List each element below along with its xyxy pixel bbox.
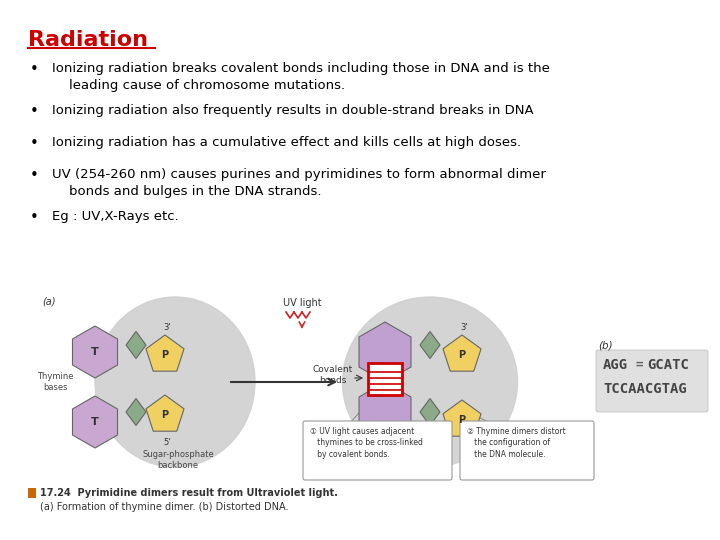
Text: =: = <box>635 358 642 371</box>
Text: (a): (a) <box>42 297 55 307</box>
Text: Ionizing radiation breaks covalent bonds including those in DNA and is the
    l: Ionizing radiation breaks covalent bonds… <box>52 62 550 91</box>
Text: Ionizing radiation has a cumulative effect and kills cells at high doses.: Ionizing radiation has a cumulative effe… <box>52 136 521 149</box>
Text: P: P <box>459 350 466 360</box>
Polygon shape <box>126 332 146 359</box>
Polygon shape <box>420 332 440 359</box>
Text: UV (254-260 nm) causes purines and pyrimidines to form abnormal dimer
    bonds : UV (254-260 nm) causes purines and pyrim… <box>52 168 546 198</box>
Text: 5': 5' <box>460 440 468 449</box>
Text: AGG: AGG <box>603 358 628 372</box>
Text: UV light: UV light <box>283 298 321 308</box>
Text: •: • <box>30 62 39 77</box>
Polygon shape <box>443 335 481 371</box>
Text: •: • <box>30 210 39 225</box>
Text: 17.24  Pyrimidine dimers result from Ultraviolet light.: 17.24 Pyrimidine dimers result from Ultr… <box>40 488 338 498</box>
Text: Ionizing radiation also frequently results in double-strand breaks in DNA: Ionizing radiation also frequently resul… <box>52 104 534 117</box>
Polygon shape <box>73 326 117 378</box>
Bar <box>368 363 402 395</box>
Text: (b): (b) <box>598 340 613 350</box>
Text: 3': 3' <box>460 323 468 332</box>
Text: Thymine
bases: Thymine bases <box>37 372 73 392</box>
Text: P: P <box>161 350 168 360</box>
Polygon shape <box>126 399 146 426</box>
Text: Eg : UV,X-Rays etc.: Eg : UV,X-Rays etc. <box>52 210 179 223</box>
Text: P: P <box>459 415 466 425</box>
Text: Sugar-phosphate
backbone: Sugar-phosphate backbone <box>142 450 214 470</box>
Polygon shape <box>73 396 117 448</box>
FancyBboxPatch shape <box>303 421 452 480</box>
Polygon shape <box>420 399 440 426</box>
Text: •: • <box>30 136 39 151</box>
Bar <box>28 488 36 498</box>
Ellipse shape <box>95 297 255 467</box>
Text: Covalent
bonds: Covalent bonds <box>313 365 353 385</box>
Text: •: • <box>30 104 39 119</box>
Text: TCCAACGTAG: TCCAACGTAG <box>603 382 687 396</box>
Text: (a) Formation of thymine dimer. (b) Distorted DNA.: (a) Formation of thymine dimer. (b) Dist… <box>40 502 289 512</box>
Polygon shape <box>146 395 184 431</box>
Ellipse shape <box>343 297 518 467</box>
Polygon shape <box>359 382 411 442</box>
Polygon shape <box>146 335 184 371</box>
FancyBboxPatch shape <box>460 421 594 480</box>
FancyBboxPatch shape <box>596 350 708 412</box>
Text: T: T <box>91 417 99 427</box>
Text: 3': 3' <box>163 323 171 332</box>
Polygon shape <box>443 400 481 436</box>
Text: ① UV light causes adjacent
   thymines to be cross-linked
   by covalent bonds.: ① UV light causes adjacent thymines to b… <box>310 427 423 459</box>
Text: Radiation: Radiation <box>28 30 148 50</box>
Text: •: • <box>30 168 39 183</box>
Text: 5': 5' <box>163 438 171 447</box>
Text: T: T <box>91 347 99 357</box>
Text: ② Thymine dimers distort
   the configuration of
   the DNA molecule.: ② Thymine dimers distort the configurati… <box>467 427 566 459</box>
Text: GCATC: GCATC <box>647 358 689 372</box>
Polygon shape <box>359 322 411 382</box>
Text: P: P <box>161 410 168 420</box>
